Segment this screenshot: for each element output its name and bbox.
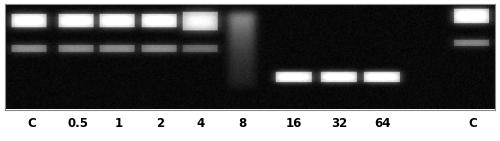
Text: 32: 32 <box>331 117 347 130</box>
Text: 0.5: 0.5 <box>67 117 88 130</box>
Text: C: C <box>468 117 477 130</box>
Text: 8: 8 <box>238 117 246 130</box>
Text: 4: 4 <box>197 117 205 130</box>
Text: 64: 64 <box>374 117 390 130</box>
Text: 2: 2 <box>156 117 164 130</box>
Text: 16: 16 <box>286 117 302 130</box>
Text: C: C <box>28 117 36 130</box>
Text: 1: 1 <box>114 117 122 130</box>
